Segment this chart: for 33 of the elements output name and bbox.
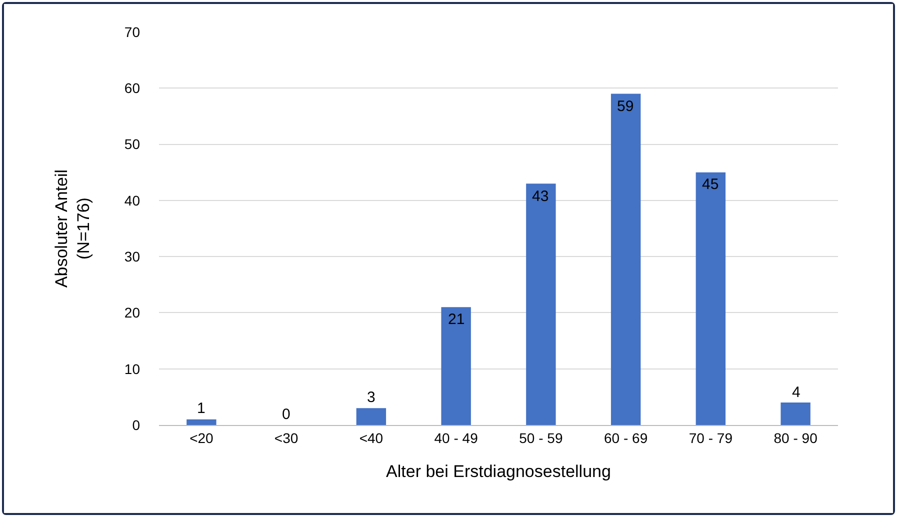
y-tick-label: 60 [124, 80, 140, 96]
data-label: 21 [448, 311, 465, 328]
bar [526, 184, 556, 425]
y-tick-label: 50 [124, 136, 140, 152]
x-tick-label: 70 - 79 [688, 430, 733, 446]
x-tick-label: <30 [274, 430, 298, 446]
data-label: 3 [367, 389, 376, 406]
bar [441, 307, 471, 425]
y-tick-label: 30 [124, 248, 140, 264]
data-label: 4 [792, 384, 800, 401]
y-tick-label: 70 [124, 24, 140, 40]
y-tick-label: 20 [124, 304, 140, 321]
data-label: 59 [617, 98, 634, 115]
bar [696, 172, 726, 425]
data-label: 45 [702, 176, 719, 193]
y-tick-label: 40 [124, 192, 140, 208]
x-tick-label: 50 - 59 [519, 430, 563, 446]
bar [186, 419, 216, 425]
y-tick-label: 10 [124, 360, 140, 377]
bar [780, 402, 810, 425]
bar [356, 408, 386, 425]
x-axis-title: Alter bei Erstdiagnosestellung [386, 462, 611, 482]
x-tick-label: 60 - 69 [604, 430, 648, 446]
bar [610, 94, 641, 425]
x-tick-label: <20 [190, 430, 214, 446]
x-tick-label: <40 [359, 430, 384, 446]
data-label: 43 [532, 188, 549, 205]
data-label: 1 [197, 400, 206, 417]
x-tick-label: 80 - 90 [774, 430, 818, 446]
y-tick-label: 0 [132, 416, 140, 433]
data-label: 0 [282, 406, 290, 423]
y-axis-title: Absoluter Anteil (N=176) [52, 169, 93, 288]
x-tick-label: 40 - 49 [434, 430, 478, 446]
